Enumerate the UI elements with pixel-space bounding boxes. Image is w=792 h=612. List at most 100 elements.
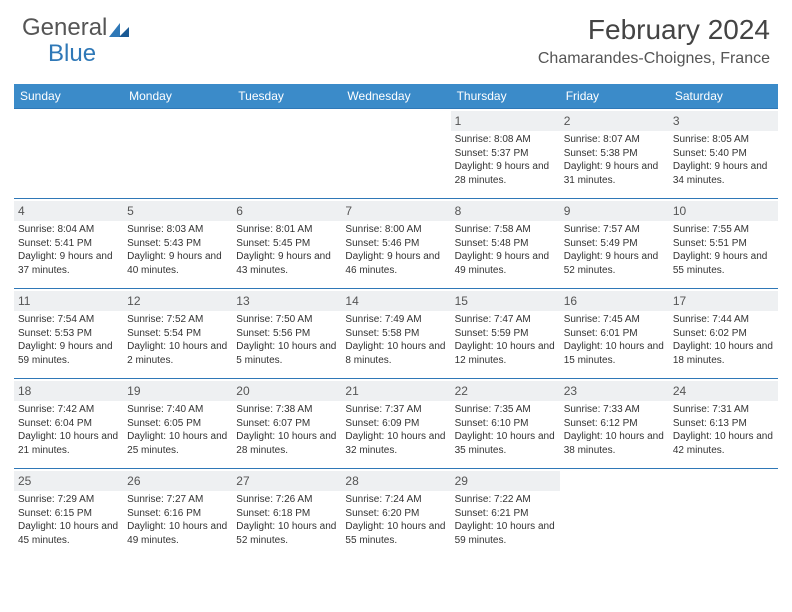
day-number: 24 bbox=[669, 381, 778, 401]
empty-cell bbox=[123, 108, 232, 198]
daylight-text: Daylight: 9 hours and 55 minutes. bbox=[673, 250, 774, 277]
sunset-text: Sunset: 5:51 PM bbox=[673, 237, 774, 251]
day-header: Sunday bbox=[14, 84, 123, 108]
daylight-text: Daylight: 10 hours and 8 minutes. bbox=[345, 340, 446, 367]
sunset-text: Sunset: 6:05 PM bbox=[127, 417, 228, 431]
logo-mark-icon bbox=[109, 19, 131, 37]
day-number: 16 bbox=[560, 291, 669, 311]
day-number: 27 bbox=[232, 471, 341, 491]
sunrise-text: Sunrise: 7:52 AM bbox=[127, 313, 228, 327]
day-number: 17 bbox=[669, 291, 778, 311]
sunset-text: Sunset: 5:43 PM bbox=[127, 237, 228, 251]
sunset-text: Sunset: 6:12 PM bbox=[564, 417, 665, 431]
day-number: 20 bbox=[232, 381, 341, 401]
sunset-text: Sunset: 5:41 PM bbox=[18, 237, 119, 251]
day-number: 29 bbox=[451, 471, 560, 491]
page-header: General February 2024 Chamarandes-Choign… bbox=[0, 0, 792, 74]
daylight-text: Daylight: 10 hours and 55 minutes. bbox=[345, 520, 446, 547]
sunset-text: Sunset: 6:21 PM bbox=[455, 507, 556, 521]
day-cell: 27Sunrise: 7:26 AMSunset: 6:18 PMDayligh… bbox=[232, 468, 341, 558]
day-number: 7 bbox=[341, 201, 450, 221]
day-number: 2 bbox=[560, 111, 669, 131]
daylight-text: Daylight: 9 hours and 52 minutes. bbox=[564, 250, 665, 277]
daylight-text: Daylight: 9 hours and 34 minutes. bbox=[673, 160, 774, 187]
sunrise-text: Sunrise: 7:40 AM bbox=[127, 403, 228, 417]
sunrise-text: Sunrise: 8:07 AM bbox=[564, 133, 665, 147]
daylight-text: Daylight: 10 hours and 42 minutes. bbox=[673, 430, 774, 457]
sunrise-text: Sunrise: 7:37 AM bbox=[345, 403, 446, 417]
daylight-text: Daylight: 9 hours and 37 minutes. bbox=[18, 250, 119, 277]
calendar-grid: SundayMondayTuesdayWednesdayThursdayFrid… bbox=[14, 84, 778, 558]
day-number: 14 bbox=[341, 291, 450, 311]
daylight-text: Daylight: 10 hours and 49 minutes. bbox=[127, 520, 228, 547]
day-cell: 28Sunrise: 7:24 AMSunset: 6:20 PMDayligh… bbox=[341, 468, 450, 558]
empty-cell bbox=[232, 108, 341, 198]
day-cell: 1Sunrise: 8:08 AMSunset: 5:37 PMDaylight… bbox=[451, 108, 560, 198]
sunset-text: Sunset: 6:16 PM bbox=[127, 507, 228, 521]
daylight-text: Daylight: 10 hours and 15 minutes. bbox=[564, 340, 665, 367]
brand-logo: General bbox=[22, 14, 133, 42]
sunrise-text: Sunrise: 8:00 AM bbox=[345, 223, 446, 237]
day-number: 11 bbox=[14, 291, 123, 311]
sunset-text: Sunset: 5:49 PM bbox=[564, 237, 665, 251]
sunrise-text: Sunrise: 7:24 AM bbox=[345, 493, 446, 507]
day-number: 28 bbox=[341, 471, 450, 491]
sunset-text: Sunset: 6:07 PM bbox=[236, 417, 337, 431]
sunset-text: Sunset: 6:13 PM bbox=[673, 417, 774, 431]
sunrise-text: Sunrise: 8:08 AM bbox=[455, 133, 556, 147]
day-number: 9 bbox=[560, 201, 669, 221]
day-number: 12 bbox=[123, 291, 232, 311]
day-cell: 9Sunrise: 7:57 AMSunset: 5:49 PMDaylight… bbox=[560, 198, 669, 288]
sunrise-text: Sunrise: 7:29 AM bbox=[18, 493, 119, 507]
sunset-text: Sunset: 5:53 PM bbox=[18, 327, 119, 341]
day-number: 23 bbox=[560, 381, 669, 401]
sunset-text: Sunset: 5:45 PM bbox=[236, 237, 337, 251]
empty-cell bbox=[560, 468, 669, 558]
title-block: February 2024 Chamarandes-Choignes, Fran… bbox=[538, 14, 770, 68]
sunrise-text: Sunrise: 7:47 AM bbox=[455, 313, 556, 327]
day-cell: 16Sunrise: 7:45 AMSunset: 6:01 PMDayligh… bbox=[560, 288, 669, 378]
brand-text-right: Blue bbox=[48, 40, 96, 68]
day-cell: 21Sunrise: 7:37 AMSunset: 6:09 PMDayligh… bbox=[341, 378, 450, 468]
daylight-text: Daylight: 10 hours and 45 minutes. bbox=[18, 520, 119, 547]
day-cell: 26Sunrise: 7:27 AMSunset: 6:16 PMDayligh… bbox=[123, 468, 232, 558]
day-cell: 18Sunrise: 7:42 AMSunset: 6:04 PMDayligh… bbox=[14, 378, 123, 468]
sunrise-text: Sunrise: 7:26 AM bbox=[236, 493, 337, 507]
daylight-text: Daylight: 10 hours and 5 minutes. bbox=[236, 340, 337, 367]
day-cell: 11 Sunrise: 7:54 AMSunset: 5:53 PMDayligh… bbox=[14, 288, 123, 378]
day-cell: 7Sunrise: 8:00 AMSunset: 5:46 PMDaylight… bbox=[341, 198, 450, 288]
day-cell: 15Sunrise: 7:47 AMSunset: 5:59 PMDayligh… bbox=[451, 288, 560, 378]
day-number: 3 bbox=[669, 111, 778, 131]
sunrise-text: Sunrise: 8:05 AM bbox=[673, 133, 774, 147]
sunrise-text: Sunrise: 7:44 AM bbox=[673, 313, 774, 327]
sunset-text: Sunset: 5:48 PM bbox=[455, 237, 556, 251]
sunrise-text: Sunrise: 7:31 AM bbox=[673, 403, 774, 417]
daylight-text: Daylight: 9 hours and 59 minutes. bbox=[18, 340, 119, 367]
empty-cell bbox=[341, 108, 450, 198]
day-cell: 19Sunrise: 7:40 AMSunset: 6:05 PMDayligh… bbox=[123, 378, 232, 468]
sunrise-text: Sunrise: 7:35 AM bbox=[455, 403, 556, 417]
sunset-text: Sunset: 5:40 PM bbox=[673, 147, 774, 161]
sunset-text: Sunset: 6:09 PM bbox=[345, 417, 446, 431]
day-number: 4 bbox=[14, 201, 123, 221]
empty-cell bbox=[14, 108, 123, 198]
sunset-text: Sunset: 5:58 PM bbox=[345, 327, 446, 341]
sunrise-text: Sunrise: 7:42 AM bbox=[18, 403, 119, 417]
day-cell: 8Sunrise: 7:58 AMSunset: 5:48 PMDaylight… bbox=[451, 198, 560, 288]
sunrise-text: Sunrise: 8:03 AM bbox=[127, 223, 228, 237]
day-header: Saturday bbox=[669, 84, 778, 108]
sunrise-text: Sunrise: 8:01 AM bbox=[236, 223, 337, 237]
day-cell: 5Sunrise: 8:03 AMSunset: 5:43 PMDaylight… bbox=[123, 198, 232, 288]
empty-cell bbox=[669, 468, 778, 558]
sunrise-text: Sunrise: 7:55 AM bbox=[673, 223, 774, 237]
day-number: 10 bbox=[669, 201, 778, 221]
day-cell: 10 Sunrise: 7:55 AMSunset: 5:51 PMDayligh… bbox=[669, 198, 778, 288]
day-number: 1 bbox=[451, 111, 560, 131]
day-cell: 23Sunrise: 7:33 AMSunset: 6:12 PMDayligh… bbox=[560, 378, 669, 468]
daylight-text: Daylight: 10 hours and 35 minutes. bbox=[455, 430, 556, 457]
sunrise-text: Sunrise: 7:54 AM bbox=[18, 313, 119, 327]
daylight-text: Daylight: 10 hours and 28 minutes. bbox=[236, 430, 337, 457]
day-number: 21 bbox=[341, 381, 450, 401]
location-text: Chamarandes-Choignes, France bbox=[538, 50, 770, 68]
day-cell: 6Sunrise: 8:01 AMSunset: 5:45 PMDaylight… bbox=[232, 198, 341, 288]
